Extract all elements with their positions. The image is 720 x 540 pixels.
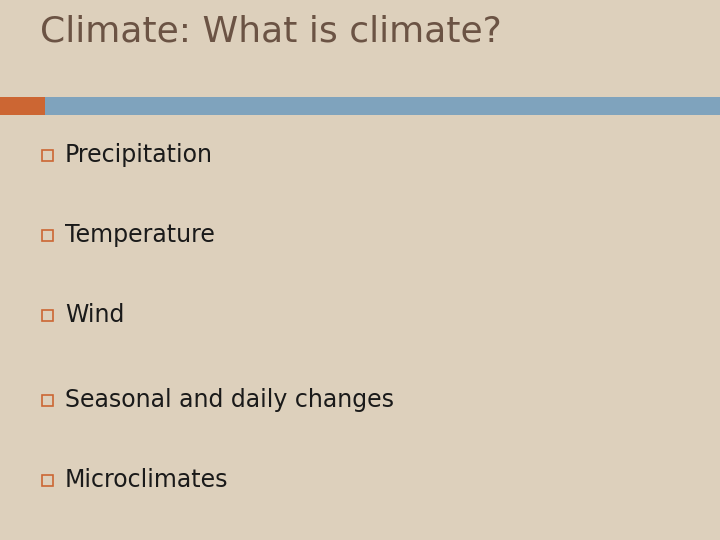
Bar bbox=[42, 395, 53, 406]
Text: Climate: What is climate?: Climate: What is climate? bbox=[40, 15, 501, 49]
Text: Precipitation: Precipitation bbox=[65, 143, 213, 167]
Bar bbox=[45, 97, 720, 115]
Bar bbox=[0, 97, 45, 115]
Text: Temperature: Temperature bbox=[65, 223, 215, 247]
Bar bbox=[42, 230, 53, 240]
Text: Seasonal and daily changes: Seasonal and daily changes bbox=[65, 388, 394, 412]
Bar bbox=[42, 475, 53, 485]
Text: Wind: Wind bbox=[65, 303, 125, 327]
Text: Microclimates: Microclimates bbox=[65, 468, 228, 492]
Bar bbox=[42, 150, 53, 160]
Bar bbox=[42, 309, 53, 321]
